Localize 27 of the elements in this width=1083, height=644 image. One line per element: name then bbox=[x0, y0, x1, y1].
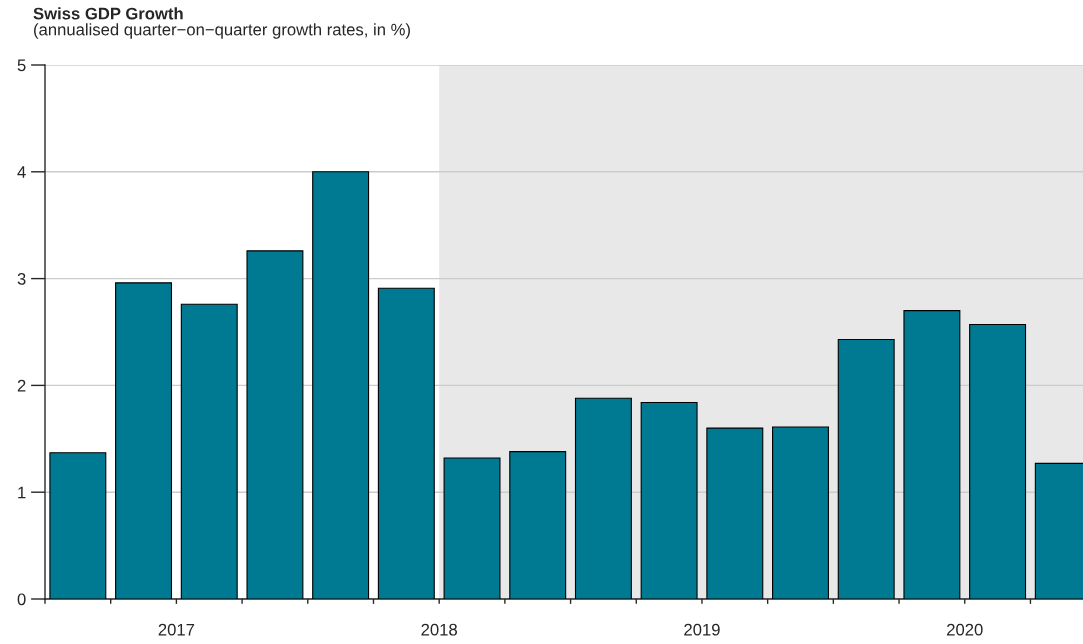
bar bbox=[969, 323, 1027, 599]
bar bbox=[706, 427, 764, 599]
y-tick-label: 0 bbox=[17, 593, 26, 606]
bar bbox=[837, 338, 895, 599]
bar bbox=[246, 250, 304, 599]
bar bbox=[640, 401, 698, 599]
y-tick-label: 5 bbox=[17, 59, 26, 72]
x-tick-label: 2017 bbox=[158, 623, 195, 636]
bar bbox=[772, 426, 829, 599]
chart-subtitle: (annualised quarter−on−quarter growth rates, in %) bbox=[34, 23, 410, 39]
bar bbox=[49, 452, 107, 599]
x-tick-label: 2019 bbox=[684, 623, 720, 636]
bar bbox=[903, 310, 961, 599]
bar bbox=[180, 303, 238, 599]
y-tick-label: 1 bbox=[18, 486, 26, 499]
y-tick-label: 4 bbox=[17, 166, 26, 178]
chart-title: Swiss GDP Growth bbox=[33, 7, 183, 20]
bar bbox=[312, 171, 370, 599]
bar bbox=[377, 287, 435, 599]
bar bbox=[443, 457, 501, 599]
bar bbox=[115, 282, 173, 599]
x-tick-label: 2018 bbox=[421, 623, 457, 636]
x-tick-label: 2020 bbox=[947, 623, 983, 636]
y-tick-label: 2 bbox=[17, 379, 26, 392]
bar bbox=[509, 451, 567, 599]
bar bbox=[574, 397, 632, 599]
y-tick-label: 3 bbox=[17, 273, 26, 285]
